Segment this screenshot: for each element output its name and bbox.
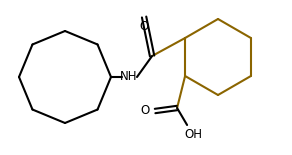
Text: OH: OH <box>184 128 202 140</box>
Text: NH: NH <box>120 71 138 84</box>
Text: O: O <box>140 104 150 117</box>
Text: O: O <box>140 20 149 33</box>
